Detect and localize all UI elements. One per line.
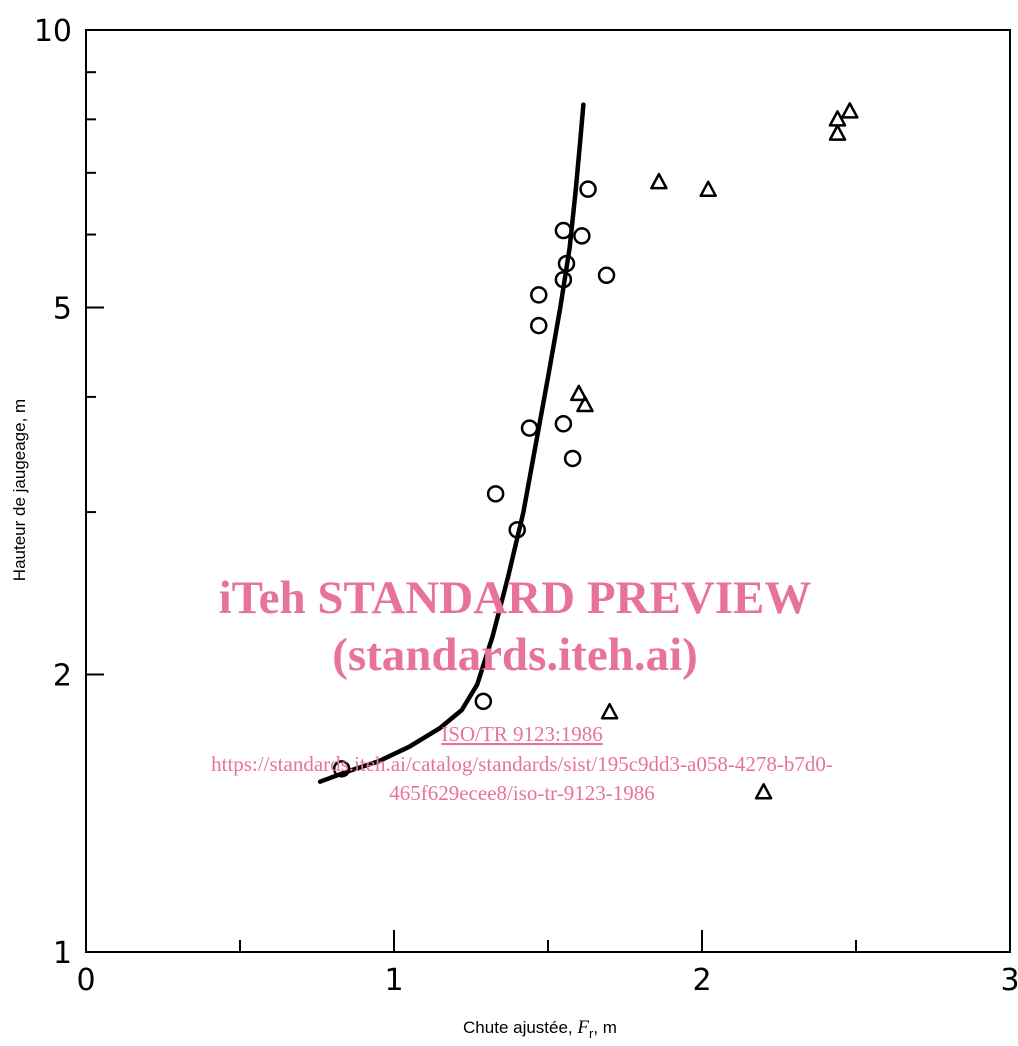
- watermark-url-line2: 465f629ecee8/iso-tr-9123-1986: [389, 781, 655, 805]
- y-axis-title: Hauteur de jaugeage, m: [10, 399, 29, 581]
- triangle-point: [828, 124, 847, 141]
- triangle-point: [576, 395, 594, 413]
- circle-point: [530, 316, 548, 335]
- triangle-point: [570, 384, 588, 402]
- x-axis-title: Chute ajustée, Fr, m: [463, 1017, 617, 1041]
- watermark-url-line1: https://standards.iteh.ai/catalog/standa…: [211, 752, 833, 776]
- x-tick-label: 1: [384, 963, 403, 998]
- watermark-title: iTeh STANDARD PREVIEW: [219, 572, 812, 624]
- triangle-point: [754, 783, 773, 800]
- x-tick-label: 0: [76, 963, 95, 998]
- y-tick-label: 2: [53, 658, 72, 693]
- watermark-standard-link[interactable]: ISO/TR 9123:1986: [441, 722, 603, 746]
- circle-point: [520, 419, 539, 437]
- circle-point: [530, 286, 548, 304]
- watermark-site: (standards.iteh.ai): [332, 629, 698, 681]
- circle-point: [563, 449, 582, 468]
- x-tick-label: 2: [692, 963, 711, 998]
- y-tick-label: 1: [53, 936, 72, 971]
- fitted-curve: [317, 102, 586, 784]
- circle-point: [486, 485, 505, 503]
- circle-point: [597, 266, 616, 285]
- triangle-point: [699, 180, 717, 198]
- circle-point: [554, 415, 573, 433]
- circle-point: [573, 227, 591, 245]
- triangle-point: [600, 702, 619, 720]
- triangle-point: [828, 110, 847, 127]
- circle-point: [474, 692, 493, 711]
- watermark: iTeh STANDARD PREVIEW (standards.iteh.ai…: [211, 572, 833, 805]
- plot-frame: [85, 29, 1011, 953]
- plot-marks: [317, 102, 859, 800]
- triangle-point: [841, 102, 859, 119]
- circle-point: [579, 180, 597, 198]
- y-tick-label: 5: [53, 292, 72, 327]
- x-tick-label: 3: [1000, 963, 1018, 998]
- y-tick-label: 10: [34, 14, 72, 49]
- triangle-point: [650, 172, 668, 190]
